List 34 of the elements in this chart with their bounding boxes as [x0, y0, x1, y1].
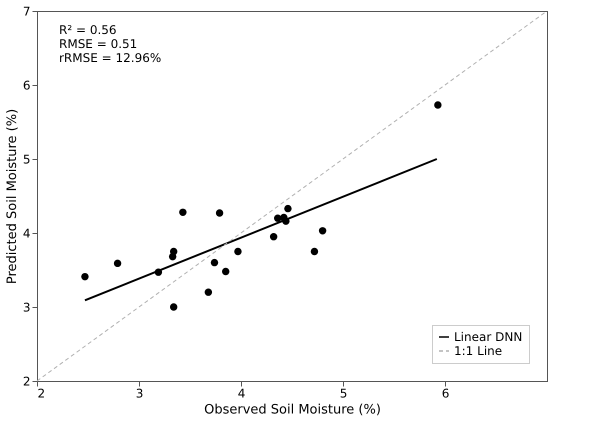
y-tick-label: 4: [22, 226, 30, 240]
point: [81, 272, 89, 280]
point: [170, 303, 178, 311]
legend-label: Linear DNN: [454, 330, 522, 344]
legend-label: 1:1 Line: [454, 344, 502, 358]
point: [234, 248, 242, 256]
point: [114, 260, 122, 268]
annotation: rRMSE = 12.96%: [59, 51, 162, 65]
y-tick-label: 5: [22, 152, 30, 166]
point: [274, 214, 282, 222]
x-tick-label: 6: [442, 386, 450, 400]
point: [168, 252, 176, 260]
point: [310, 248, 318, 256]
point: [210, 258, 218, 266]
y-axis-title: Predicted Soil Moisture (%): [4, 108, 20, 284]
point: [216, 209, 224, 217]
x-tick-label: 3: [136, 386, 144, 400]
point: [318, 227, 326, 234]
y-tick-label: 2: [22, 374, 30, 388]
point: [284, 204, 292, 212]
point: [222, 268, 230, 276]
x-axis-title: Observed Soil Moisture (%): [204, 402, 381, 418]
x-tick-label: 5: [340, 386, 348, 400]
annotation: RMSE = 0.51: [59, 37, 138, 51]
x-tick-label: 4: [238, 386, 246, 400]
x-tick-label: 2: [38, 386, 46, 400]
y-tick-label: 3: [22, 300, 30, 314]
annotation: R² = 0.56: [59, 23, 117, 37]
y-tick-label: 7: [22, 4, 30, 18]
point: [434, 101, 442, 109]
point: [204, 288, 212, 296]
y-tick-label: 6: [22, 78, 30, 92]
point: [270, 233, 278, 240]
point: [179, 208, 187, 216]
